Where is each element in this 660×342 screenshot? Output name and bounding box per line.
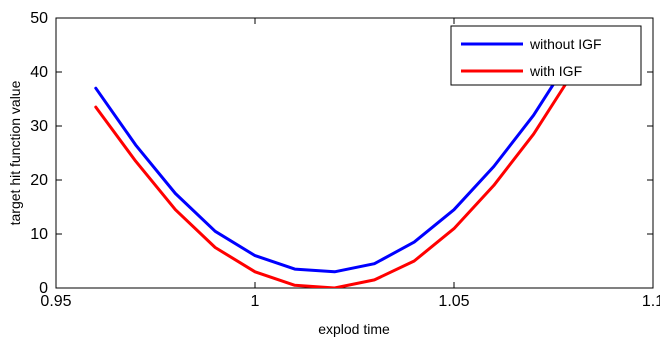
x-tick-label: 0.95 — [40, 293, 71, 310]
series-line-with-igf — [94, 70, 575, 288]
legend-label-without-igf: without IGF — [529, 36, 602, 52]
y-tick-label: 20 — [30, 172, 48, 189]
y-tick-label: 50 — [30, 10, 48, 27]
x-tick-label: 1.05 — [438, 293, 469, 310]
legend: without IGF with IGF — [450, 25, 642, 86]
x-axis-label: explod time — [318, 321, 390, 337]
series-line-without-igf — [94, 51, 575, 274]
y-axis-ticks: 0 10 20 30 40 50 — [30, 10, 653, 297]
y-tick-label: 10 — [30, 226, 48, 243]
y-tick-label: 40 — [30, 64, 48, 81]
x-tick-label: 1 — [251, 293, 260, 310]
y-tick-label: 30 — [30, 118, 48, 135]
y-tick-label: 0 — [39, 280, 48, 297]
legend-label-with-igf: with IGF — [529, 63, 582, 79]
x-axis-ticks: 0.95 1 1.05 1.1 — [40, 18, 660, 310]
series-layer — [94, 51, 575, 288]
x-tick-label: 1.1 — [642, 293, 660, 310]
y-axis-label: target hit function value — [7, 80, 23, 225]
legend-box — [450, 25, 642, 86]
